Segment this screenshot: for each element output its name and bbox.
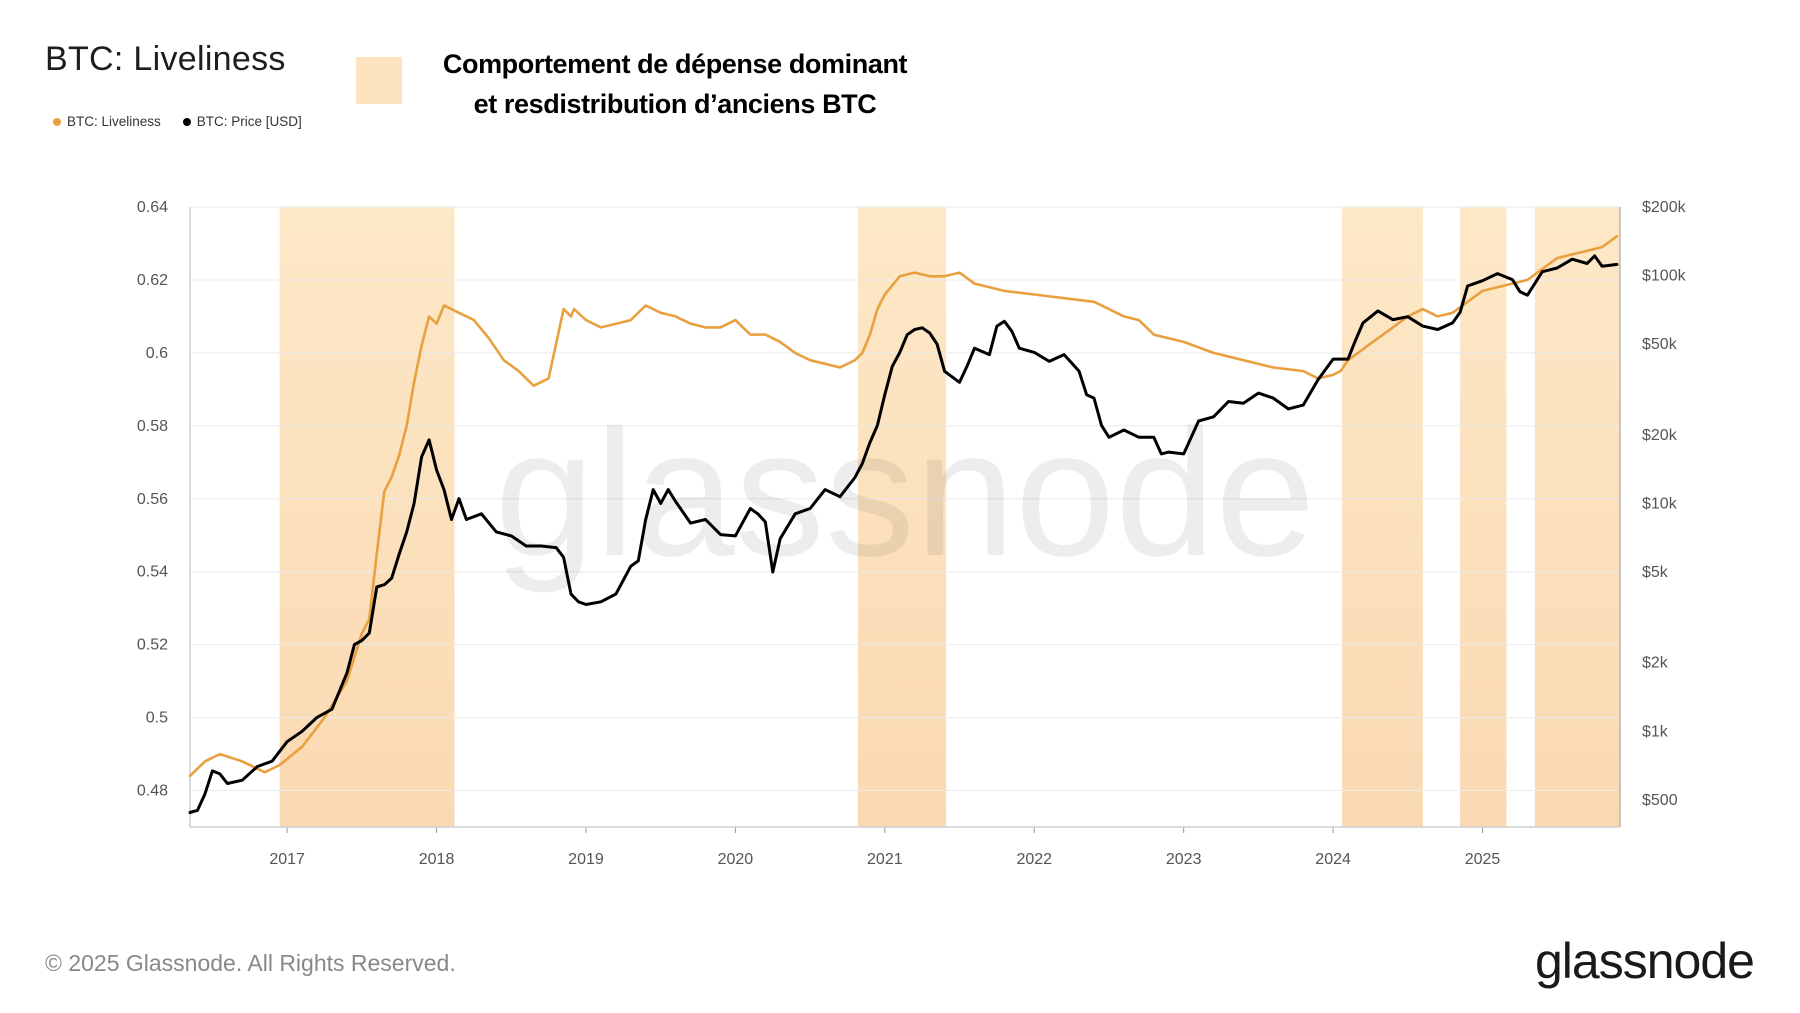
x-tick-label: 2022: [1016, 851, 1052, 868]
annotation-text: Comportement de dépense dominant et resd…: [420, 44, 930, 124]
watermark: glassnode: [495, 393, 1316, 594]
x-tick-label: 2019: [568, 851, 604, 868]
y-right-tick-label: $5k: [1642, 564, 1669, 581]
y-left-tick-label: 0.5: [146, 710, 168, 727]
legend-label-liveliness: BTC: Liveliness: [67, 114, 161, 129]
highlight-period-3: [1342, 207, 1423, 827]
y-left-tick-label: 0.52: [137, 637, 168, 654]
x-tick-label: 2025: [1465, 851, 1501, 868]
y-left-tick-label: 0.58: [137, 418, 168, 435]
legend-item-liveliness[interactable]: BTC: Liveliness: [53, 114, 161, 129]
legend: BTC: Liveliness BTC: Price [USD]: [53, 114, 302, 129]
legend-dot-price: [182, 117, 191, 126]
y-right-tick-label: $500: [1642, 792, 1678, 809]
legend-item-price[interactable]: BTC: Price [USD]: [182, 114, 302, 129]
y-right-tick-label: $10k: [1642, 495, 1678, 512]
y-left-tick-label: 0.64: [137, 199, 168, 216]
highlight-period-1: [279, 207, 455, 827]
x-tick-label: 2018: [419, 851, 455, 868]
x-tick-label: 2020: [718, 851, 754, 868]
x-tick-label: 2023: [1166, 851, 1202, 868]
glassnode-logo: glassnode: [1535, 933, 1755, 989]
x-tick-label: 2017: [269, 851, 305, 868]
y-right-tick-label: $20k: [1642, 427, 1678, 444]
copyright: © 2025 Glassnode. All Rights Reserved.: [45, 950, 456, 976]
series-line-price: [188, 254, 1619, 814]
y-left-tick-label: 0.6: [146, 345, 168, 362]
y-right-tick-label: $1k: [1642, 723, 1669, 740]
y-right-tick-label: $100k: [1642, 268, 1687, 285]
y-right-tick-label: $2k: [1642, 655, 1669, 672]
highlight-period-4: [1460, 207, 1507, 827]
y-left-tick-label: 0.62: [137, 272, 168, 289]
highlight-period-5: [1534, 207, 1620, 827]
annotation-swatch: [356, 57, 402, 104]
y-left-tick-label: 0.54: [137, 564, 168, 581]
highlight-period-2: [857, 207, 947, 827]
y-left-tick-label: 0.56: [137, 491, 168, 508]
chart-title: BTC: Liveliness: [45, 40, 286, 78]
x-tick-label: 2021: [867, 851, 903, 868]
legend-label-price: BTC: Price [USD]: [196, 114, 302, 129]
y-right-tick-label: $50k: [1642, 336, 1678, 353]
series-line-liveliness: [188, 234, 1619, 778]
legend-dot-liveliness: [53, 117, 61, 126]
annotation-line-1: Comportement de dépense dominant: [442, 49, 908, 79]
y-left-tick-label: 0.48: [137, 783, 168, 800]
y-right-tick-label: $200k: [1642, 199, 1687, 216]
annotation-line-2: et resdistribution d’anciens BTC: [473, 89, 877, 119]
x-tick-label: 2024: [1315, 851, 1351, 868]
